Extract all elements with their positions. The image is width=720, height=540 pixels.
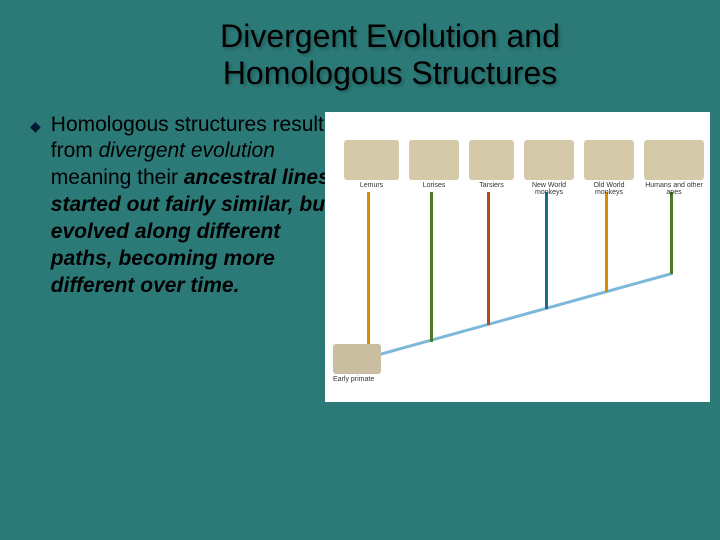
species-image [409,140,459,180]
species-node: Tarsiers [465,140,518,190]
bullet-marker-icon: ◆ [30,118,41,402]
ancestor-image [333,344,381,374]
branch-line [487,192,490,325]
title-line-1: Divergent Evolution and [220,18,560,54]
branch-line [430,192,433,342]
species-label: Lorises [405,182,463,190]
text-italic: divergent evolution [99,139,275,162]
species-node: Lorises [405,140,463,190]
species-label: Tarsiers [465,182,518,190]
species-label: Old World monkeys [580,182,638,197]
ancestor-node: Early primate [333,344,381,383]
species-image [524,140,574,180]
species-label: Humans and other apes [640,182,708,197]
ancestor-label: Early primate [333,376,381,383]
species-image [344,140,399,180]
species-image [584,140,634,180]
branch-line [670,192,673,274]
species-image [469,140,514,180]
phylogeny-diagram: LemursLorisesTarsiersNew World monkeysOl… [325,112,710,402]
species-node: Old World monkeys [580,140,638,197]
species-node: New World monkeys [520,140,578,197]
content-area: ◆ Homologous structures result from dive… [0,102,720,402]
slide-title: Divergent Evolution and Homologous Struc… [0,0,720,102]
title-line-2: Homologous Structures [223,55,557,91]
species-node: Lemurs [340,140,403,190]
species-label: New World monkeys [520,182,578,197]
branch-line [545,192,548,309]
text-mid: meaning their [51,166,184,189]
branch-line [367,192,370,357]
bullet-block: ◆ Homologous structures result from dive… [30,112,335,402]
species-label: Lemurs [340,182,403,190]
phylogeny-baseline [365,272,673,360]
bullet-text: Homologous structures result from diverg… [51,112,335,402]
branch-line [605,192,608,292]
species-node: Humans and other apes [640,140,708,197]
species-image [644,140,704,180]
